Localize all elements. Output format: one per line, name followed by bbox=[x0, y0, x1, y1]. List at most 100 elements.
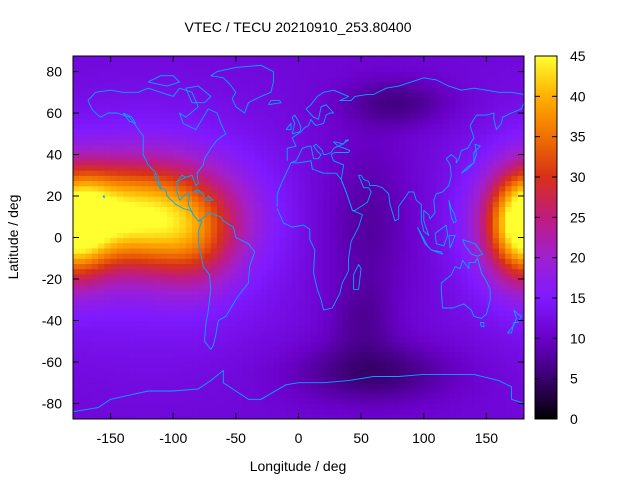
heatmap-cell bbox=[517, 325, 524, 332]
heatmap-cell bbox=[173, 361, 181, 368]
heatmap-cell bbox=[235, 144, 243, 150]
heatmap-cell bbox=[248, 180, 256, 187]
heatmap-cell bbox=[392, 92, 400, 99]
heatmap-cell bbox=[348, 201, 356, 207]
heatmap-cell bbox=[292, 102, 300, 109]
heatmap-cell bbox=[166, 299, 174, 306]
heatmap-cell bbox=[279, 61, 287, 67]
heatmap-cell bbox=[123, 133, 130, 140]
heatmap-cell bbox=[273, 227, 281, 233]
heatmap-cell bbox=[260, 66, 268, 73]
heatmap-cell bbox=[473, 278, 481, 285]
heatmap-cell bbox=[304, 211, 312, 218]
heatmap-cell bbox=[116, 393, 124, 399]
heatmap-cell bbox=[85, 315, 93, 322]
heatmap-cell bbox=[505, 367, 513, 373]
heatmap-cell bbox=[135, 361, 143, 368]
heatmap-cell bbox=[373, 247, 381, 254]
heatmap-cell bbox=[160, 185, 168, 192]
heatmap-cell bbox=[148, 211, 156, 218]
heatmap-cell bbox=[110, 201, 118, 207]
heatmap-cell bbox=[417, 361, 425, 368]
heatmap-cell bbox=[229, 310, 237, 316]
heatmap-cell bbox=[304, 393, 312, 399]
heatmap-cell bbox=[185, 372, 193, 379]
heatmap-cell bbox=[248, 133, 256, 140]
heatmap-cell bbox=[154, 97, 162, 104]
heatmap-cell bbox=[317, 206, 325, 213]
heatmap-cell bbox=[279, 175, 287, 182]
heatmap-cell bbox=[342, 154, 350, 161]
heatmap-cell bbox=[311, 227, 318, 233]
heatmap-cell bbox=[455, 123, 462, 130]
heatmap-cell bbox=[342, 71, 350, 78]
heatmap-cell bbox=[204, 185, 212, 192]
heatmap-cell bbox=[173, 211, 181, 218]
heatmap-cell bbox=[154, 87, 162, 93]
heatmap-cell bbox=[285, 180, 293, 187]
heatmap-cell bbox=[348, 81, 356, 88]
heatmap-cell bbox=[511, 144, 519, 150]
heatmap-cell bbox=[248, 310, 256, 316]
heatmap-cell bbox=[317, 76, 325, 83]
heatmap-cell bbox=[192, 221, 199, 228]
heatmap-cell bbox=[423, 320, 431, 327]
heatmap-cell bbox=[505, 196, 513, 202]
heatmap-cell bbox=[361, 196, 368, 202]
heatmap-cell bbox=[436, 185, 444, 192]
heatmap-cell bbox=[79, 258, 87, 265]
heatmap-cell bbox=[329, 66, 337, 73]
heatmap-cell bbox=[342, 356, 350, 363]
heatmap-cell bbox=[486, 81, 494, 88]
heatmap-cell bbox=[404, 71, 412, 78]
heatmap-cell bbox=[204, 377, 212, 384]
heatmap-cell bbox=[217, 76, 224, 83]
heatmap-cell bbox=[267, 138, 275, 145]
heatmap-cell bbox=[110, 133, 118, 140]
heatmap-cell bbox=[348, 128, 356, 135]
heatmap-cell bbox=[292, 278, 300, 285]
heatmap-cell bbox=[160, 154, 168, 161]
heatmap-cell bbox=[436, 294, 444, 301]
heatmap-cell bbox=[336, 413, 343, 419]
heatmap-cell bbox=[79, 403, 87, 410]
heatmap-cell bbox=[498, 107, 506, 114]
heatmap-cell bbox=[292, 97, 300, 104]
heatmap-cell bbox=[417, 118, 425, 125]
heatmap-cell bbox=[386, 144, 394, 150]
heatmap-cell bbox=[104, 128, 112, 135]
heatmap-cell bbox=[411, 227, 419, 233]
heatmap-cell bbox=[185, 408, 193, 415]
heatmap-cell bbox=[173, 196, 181, 202]
heatmap-cell bbox=[386, 87, 394, 93]
heatmap-cell bbox=[361, 175, 368, 182]
heatmap-cell bbox=[448, 133, 456, 140]
heatmap-cell bbox=[129, 413, 137, 419]
heatmap-cell bbox=[430, 87, 437, 93]
heatmap-cell bbox=[455, 299, 462, 306]
heatmap-cell bbox=[210, 242, 218, 249]
heatmap-cell bbox=[116, 310, 124, 316]
heatmap-cell bbox=[285, 175, 293, 182]
heatmap-cell bbox=[110, 128, 118, 135]
heatmap-cell bbox=[323, 304, 331, 311]
heatmap-cell bbox=[116, 118, 124, 125]
heatmap-cell bbox=[204, 118, 212, 125]
heatmap-cell bbox=[436, 268, 444, 275]
heatmap-cell bbox=[492, 367, 500, 373]
heatmap-cell bbox=[210, 216, 218, 223]
heatmap-cell bbox=[179, 71, 187, 78]
heatmap-cell bbox=[304, 175, 312, 182]
heatmap-cell bbox=[379, 71, 387, 78]
heatmap-cell bbox=[442, 175, 450, 182]
heatmap-cell bbox=[204, 92, 212, 99]
heatmap-cell bbox=[204, 330, 212, 337]
heatmap-cell bbox=[354, 330, 362, 337]
heatmap-cell bbox=[336, 190, 343, 197]
heatmap-cell bbox=[398, 356, 406, 363]
heatmap-cell bbox=[379, 356, 387, 363]
heatmap-cell bbox=[505, 138, 513, 145]
heatmap-cell bbox=[354, 372, 362, 379]
heatmap-cell bbox=[179, 196, 187, 202]
heatmap-cell bbox=[185, 87, 193, 93]
